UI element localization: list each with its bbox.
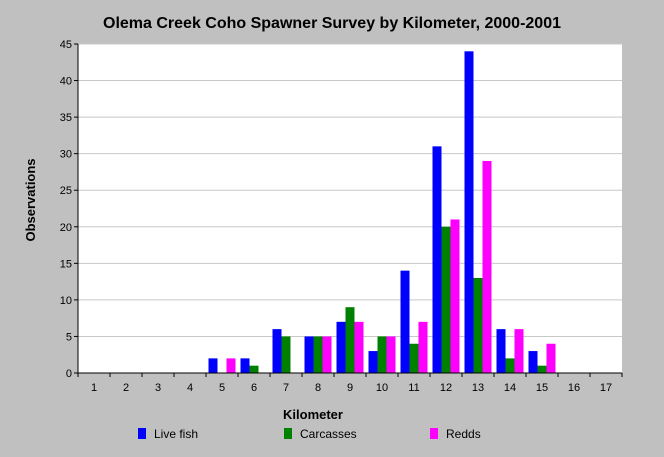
- y-tick-label: 15: [60, 258, 72, 270]
- bar-redds: [482, 160, 492, 373]
- y-tick-label: 45: [60, 39, 72, 51]
- gridlines: [78, 43, 622, 337]
- x-tick-label: 6: [251, 382, 257, 394]
- y-ticks: 0 5 10 15 20 25 30 35 40 45: [60, 39, 78, 380]
- bar-carcasses: [249, 365, 259, 373]
- x-tick-label: 7: [283, 382, 289, 394]
- bar-redds: [450, 219, 460, 373]
- bar-live-fish: [272, 329, 282, 373]
- bar-carcasses: [281, 336, 291, 373]
- bar-live-fish: [336, 321, 346, 373]
- x-tick-label: 15: [536, 382, 548, 394]
- legend-label: Live fish: [154, 427, 198, 441]
- bar-carcasses: [345, 307, 355, 373]
- x-tick-label: 16: [568, 382, 580, 394]
- x-axis-title: Kilometer: [283, 407, 343, 422]
- x-tick-label: 4: [187, 382, 193, 394]
- y-axis-title: Observations: [23, 158, 38, 241]
- bar-live-fish: [208, 358, 218, 373]
- x-tick-label: 13: [472, 382, 484, 394]
- bar-redds: [514, 329, 524, 373]
- y-tick-label: 0: [66, 368, 72, 380]
- bar-carcasses: [505, 358, 515, 373]
- bar-carcasses: [473, 277, 483, 373]
- bar-live-fish: [368, 351, 378, 373]
- x-tick-label: 12: [440, 382, 452, 394]
- x-ticks: 1 2 3 4 5 6 7 8 9 10 11 12 13 14 15 16 17: [77, 373, 623, 394]
- bar-redds: [418, 321, 428, 373]
- bar-redds: [386, 336, 396, 373]
- y-tick-label: 40: [60, 76, 72, 88]
- bar-carcasses: [377, 336, 387, 373]
- x-tick-label: 1: [91, 382, 97, 394]
- x-tick-label: 3: [155, 382, 161, 394]
- legend: Live fish Carcasses Redds: [138, 427, 481, 441]
- legend-swatch: [430, 428, 438, 439]
- y-tick-label: 30: [60, 149, 72, 161]
- x-tick-label: 2: [123, 382, 129, 394]
- y-tick-label: 5: [66, 331, 72, 343]
- x-tick-label: 5: [219, 382, 225, 394]
- y-tick-label: 25: [60, 185, 72, 197]
- chart-title: Olema Creek Coho Spawner Survey by Kilom…: [103, 15, 561, 32]
- y-tick-label: 35: [60, 112, 72, 124]
- bar-live-fish: [528, 351, 538, 373]
- bar-carcasses: [537, 365, 547, 373]
- bar-live-fish: [432, 146, 442, 373]
- bar-live-fish: [304, 336, 314, 373]
- x-tick-label: 10: [376, 382, 388, 394]
- y-tick-label: 10: [60, 295, 72, 307]
- x-tick-label: 11: [408, 382, 419, 394]
- legend-swatch: [284, 428, 292, 439]
- bar-live-fish: [240, 358, 250, 373]
- bar-live-fish: [464, 51, 474, 374]
- bar-redds: [226, 358, 236, 373]
- bar-redds: [322, 336, 332, 373]
- legend-label: Carcasses: [300, 427, 357, 441]
- legend-label: Redds: [446, 427, 481, 441]
- x-tick-label: 9: [347, 382, 353, 394]
- x-tick-label: 14: [504, 382, 516, 394]
- bars: [208, 51, 556, 374]
- bar-carcasses: [313, 336, 323, 373]
- legend-swatch: [138, 428, 146, 439]
- bar-redds: [354, 321, 364, 373]
- plot-area: 1 2 3 4 5 6 7 8 9 10 11 12 13 14 15 16 17 05101520253035…: [60, 39, 623, 394]
- x-tick-label: 17: [600, 382, 612, 394]
- bar-carcasses: [441, 226, 451, 373]
- bar-redds: [546, 343, 556, 373]
- x-tick-label: 8: [315, 382, 321, 394]
- bar-live-fish: [496, 329, 506, 373]
- bar-live-fish: [400, 270, 410, 373]
- bar-carcasses: [409, 343, 419, 373]
- y-tick-label: 20: [60, 222, 72, 234]
